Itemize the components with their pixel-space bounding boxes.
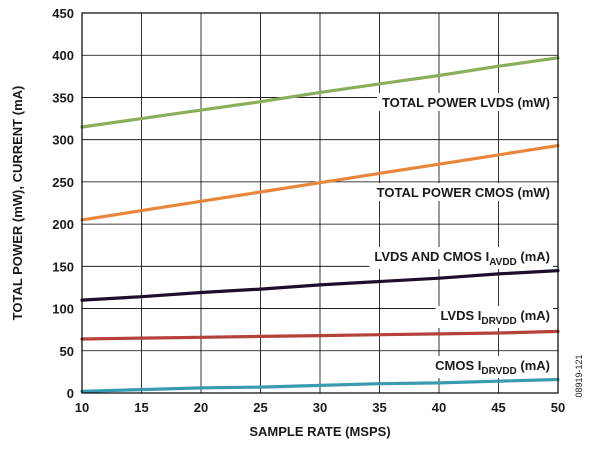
figure-id: 08919-121 [574,354,584,397]
y-tick-label: 450 [52,6,74,21]
x-tick-label: 15 [134,400,148,415]
series-label-4: CMOS IDRVDD (mA) [435,358,550,377]
x-tick-label: 10 [75,400,89,415]
series-label-bg [435,306,553,328]
x-tick-label: 35 [372,400,386,415]
series-line-1 [80,144,560,222]
series-labels: TOTAL POWER LVDS (mW) TOTAL POWER CMOS (m… [374,95,550,377]
series-label-bg [371,183,553,201]
y-tick-label: 300 [52,133,74,148]
series-line-4 [80,377,560,393]
series-line-3 [80,329,560,341]
y-tick-label: 0 [67,386,74,401]
y-tick-label: 100 [52,302,74,317]
x-tick-label: 20 [194,400,208,415]
series-line-2 [80,269,560,302]
x-tick-label: 50 [551,400,565,415]
series-label-bg [430,356,553,378]
y-tick-labels: 0 50 100 150 200 250 300 350 400 450 [52,6,74,401]
x-tick-label: 40 [432,400,446,415]
x-tick-label: 25 [253,400,267,415]
series-label-0: TOTAL POWER LVDS (mW) [382,95,550,110]
y-axis-title: TOTAL POWER (mW), CURRENT (mA) [10,86,25,321]
series-label-3: LVDS IDRVDD (mA) [440,308,550,327]
y-tick-label: 150 [52,259,74,274]
x-tick-label: 45 [491,400,505,415]
series-label-bg [369,247,553,269]
x-axis-title: SAMPLE RATE (MSPS) [249,424,390,439]
series-label-bg [376,93,553,111]
y-tick-label: 50 [60,344,74,359]
x-tick-label: 30 [313,400,327,415]
series-label-backgrounds [369,93,553,378]
x-tick-labels: 10 15 20 25 30 35 40 45 50 [75,400,565,415]
plot-frame [81,12,559,394]
series-line-0 [80,56,560,129]
series-label-1: TOTAL POWER CMOS (mW) [377,185,550,200]
y-tick-label: 400 [52,48,74,63]
series-lines [80,56,560,393]
y-tick-label: 350 [52,90,74,105]
y-tick-label: 250 [52,175,74,190]
series-label-2: LVDS AND CMOS IAVDD (mA) [374,249,550,268]
y-tick-label: 200 [52,217,74,232]
